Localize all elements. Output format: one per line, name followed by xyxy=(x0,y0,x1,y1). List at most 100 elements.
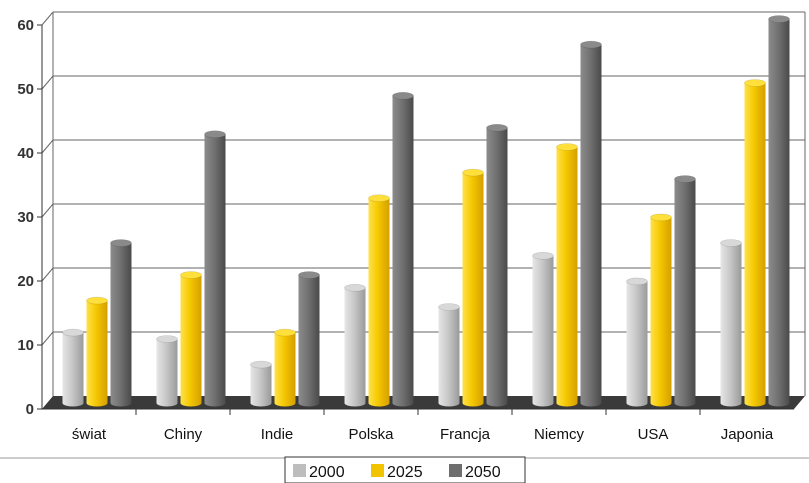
bar-base xyxy=(298,399,320,407)
bar-cap xyxy=(462,168,484,177)
bar-base xyxy=(180,399,202,407)
bar-body xyxy=(626,281,648,403)
bar-body xyxy=(110,243,132,403)
bar-base xyxy=(768,399,790,407)
bar-base xyxy=(250,399,272,407)
bar-2050-Indie xyxy=(298,271,320,407)
bar-base xyxy=(156,399,178,407)
bar-2000-świat xyxy=(62,328,84,407)
y-tick-label: 0 xyxy=(26,401,34,418)
bar-cap xyxy=(744,79,766,87)
bar-2000-Indie xyxy=(250,360,272,407)
bar-base xyxy=(438,399,460,407)
bar-body xyxy=(438,307,460,403)
bar-base xyxy=(556,399,578,407)
bar-2025-Francja xyxy=(462,168,484,407)
bar-cap xyxy=(344,283,366,292)
x-tick-label: Polska xyxy=(348,426,394,443)
legend-box xyxy=(284,456,526,483)
bar-base xyxy=(204,399,226,407)
legend: 2000 2025 2050 xyxy=(0,456,809,483)
bar-cap xyxy=(580,40,602,49)
legend-label: 2050 xyxy=(465,464,501,481)
bar-cap xyxy=(626,277,648,286)
bar-2025-Indie xyxy=(274,328,296,407)
legend-swatch xyxy=(449,464,462,477)
bar-body xyxy=(344,287,366,403)
bar-2050-świat xyxy=(110,239,132,407)
x-tick-label: Japonia xyxy=(721,426,774,443)
legend-label: 2025 xyxy=(387,464,423,481)
legend-swatch xyxy=(371,464,384,477)
bar-2050-USA xyxy=(674,175,696,407)
bar-2000-Japonia xyxy=(720,239,742,407)
bar-base xyxy=(274,399,296,407)
y-tick-label: 40 xyxy=(17,145,34,162)
bar-2025-Niemcy xyxy=(556,143,578,407)
bar-base xyxy=(62,399,84,407)
bar-base xyxy=(110,399,132,407)
bar-cap xyxy=(486,124,508,132)
bar-cap xyxy=(180,271,202,279)
bar-base xyxy=(344,399,366,407)
bar-body xyxy=(556,147,578,403)
bar-2000-Polska xyxy=(344,283,366,407)
bar-2050-Chiny xyxy=(204,130,226,407)
x-axis-tick-labels: świat Chiny Indie Polska Francja Niemcy USA Jap… xyxy=(72,426,774,443)
bar-2000-Niemcy xyxy=(532,252,554,407)
bar-2050-Francja xyxy=(486,124,508,407)
legend-swatch xyxy=(293,464,306,477)
bar-2000-Francja xyxy=(438,303,460,407)
bar-base xyxy=(580,399,602,407)
legend-item-2000: 2000 xyxy=(293,464,345,481)
bar-body xyxy=(62,332,84,403)
chart-floor xyxy=(42,396,805,409)
gridline-diagonal xyxy=(41,11,54,26)
bar-cap xyxy=(250,360,272,369)
bar-base xyxy=(650,399,672,407)
bar-base xyxy=(86,399,108,407)
bar-cap xyxy=(156,335,178,343)
bar-2050-Polska xyxy=(392,92,414,407)
bar-base xyxy=(674,399,696,407)
gridline-diagonal xyxy=(41,267,54,282)
bar-2025-Polska xyxy=(368,194,390,407)
y-tick-label: 20 xyxy=(17,273,34,290)
bar-cap xyxy=(392,92,414,100)
gridlines xyxy=(41,11,806,396)
bar-body xyxy=(674,179,696,403)
x-tick-label: Niemcy xyxy=(534,426,585,443)
bar-2025-świat xyxy=(86,296,108,407)
bar-2025-USA xyxy=(650,213,672,407)
x-tick-label: Francja xyxy=(440,426,491,443)
axes xyxy=(37,24,805,415)
bar-body xyxy=(532,255,554,403)
gridline-diagonal xyxy=(41,139,54,154)
bar-cap xyxy=(110,239,132,247)
gridline-diagonal xyxy=(41,75,54,90)
bar-2050-Japonia xyxy=(768,15,790,407)
bar-base xyxy=(626,399,648,407)
legend-item-2050: 2050 xyxy=(449,464,501,481)
bar-body xyxy=(204,134,226,403)
bar-body xyxy=(462,172,484,403)
bar-body xyxy=(86,300,108,403)
bar-cap xyxy=(674,175,696,183)
y-tick-label: 50 xyxy=(17,81,34,98)
bar-2000-Chiny xyxy=(156,335,178,407)
bar-body xyxy=(298,275,320,403)
x-tick-label: USA xyxy=(638,426,669,443)
y-tick-label: 10 xyxy=(17,337,34,354)
gridline-diagonal xyxy=(41,331,54,346)
bar-2025-Chiny xyxy=(180,271,202,407)
y-axis-tick-labels: 0 10 20 30 40 50 60 xyxy=(17,17,34,418)
y-tick-label: 30 xyxy=(17,209,34,226)
x-tick-label: Indie xyxy=(261,426,294,443)
bar-base xyxy=(720,399,742,407)
bar-2050-Niemcy xyxy=(580,40,602,407)
bar-body xyxy=(768,19,790,403)
y-tick-label: 60 xyxy=(17,17,34,34)
x-tick-label: Chiny xyxy=(164,426,203,443)
bar-base xyxy=(744,399,766,407)
gridline-diagonal xyxy=(41,203,54,218)
